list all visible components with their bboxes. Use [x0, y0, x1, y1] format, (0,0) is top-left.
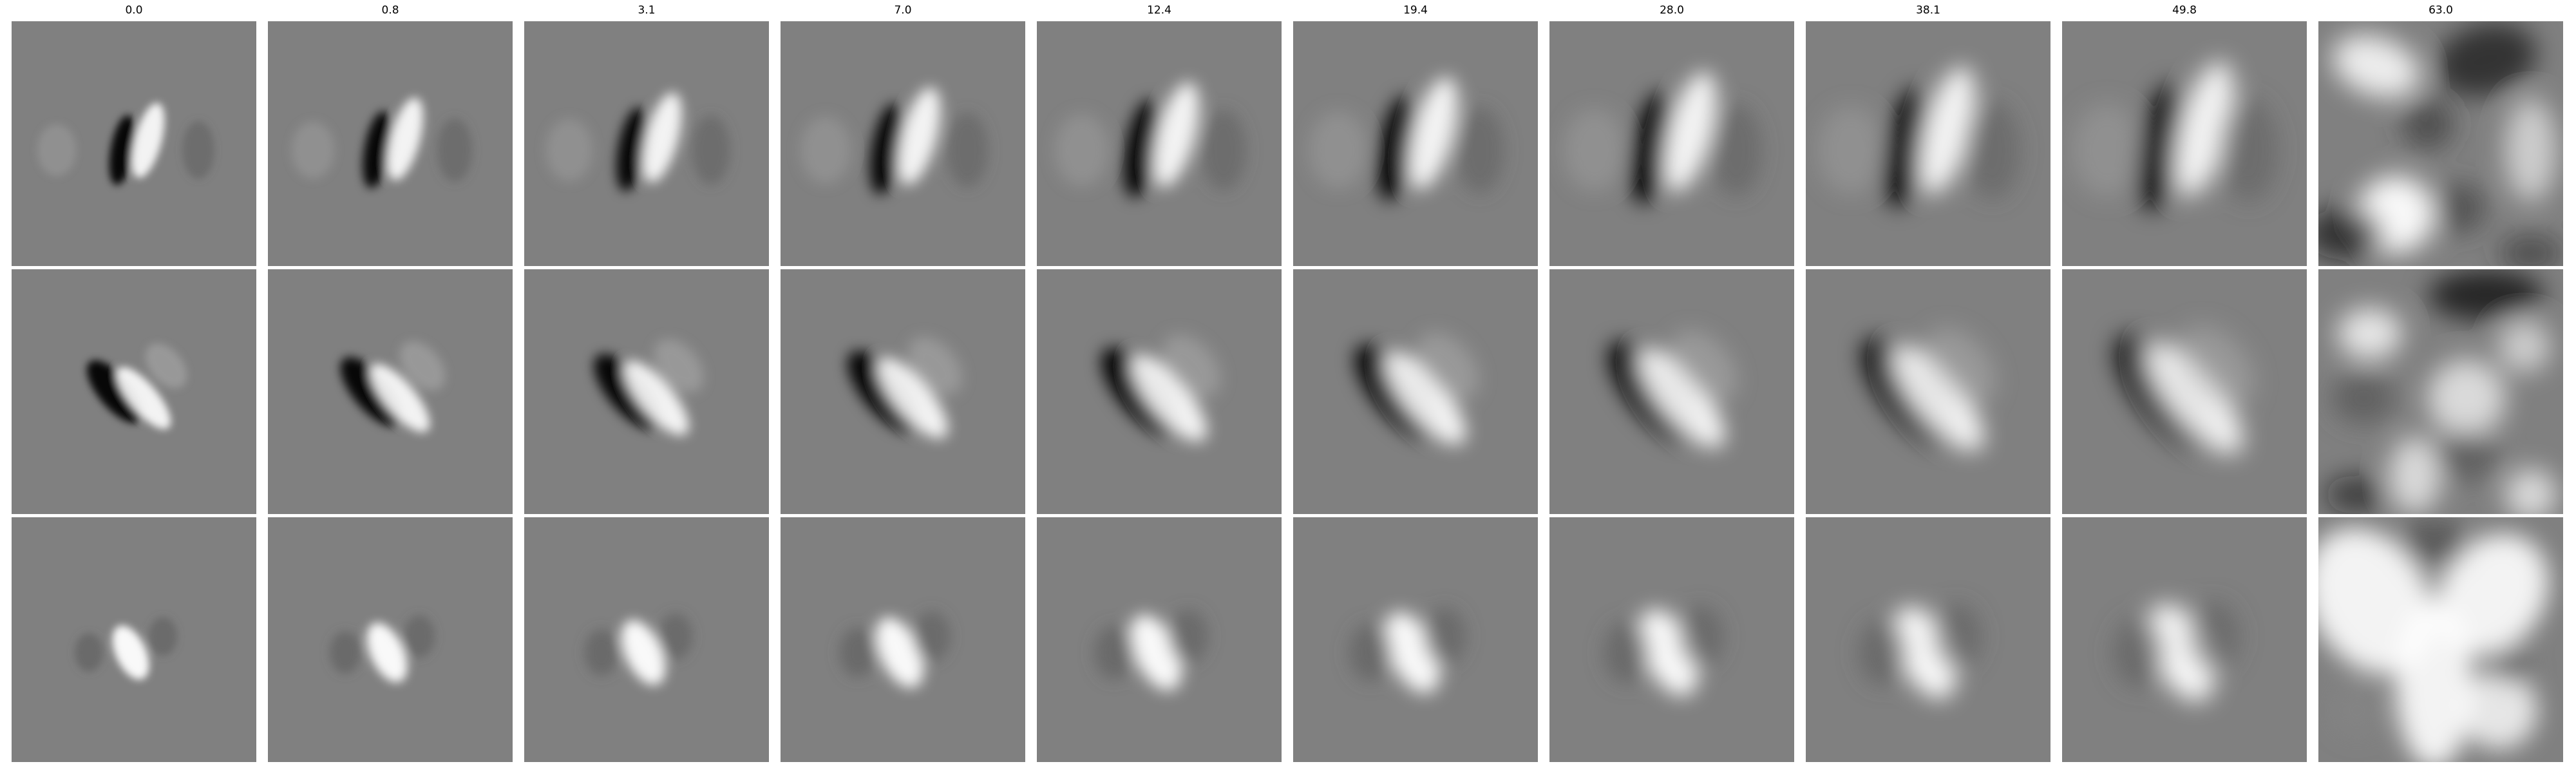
- filter-image-r2-c7: [1549, 269, 1794, 514]
- filter-image-r2-c9: [2062, 269, 2307, 514]
- filter-image-r1-c9: [2062, 21, 2307, 266]
- filter-image-r1-c8: [1806, 21, 2050, 266]
- filter-image-r1-c3: [524, 21, 769, 266]
- filter-image-r1-c7: [1549, 21, 1794, 266]
- filter-image-r2-c8: [1806, 269, 2050, 514]
- column-title: 19.4: [1293, 4, 1538, 17]
- filter-image-r2-c10: [2318, 269, 2563, 514]
- filter-image-r2-c1: [12, 269, 256, 514]
- filter-image-r3-c1: [12, 517, 256, 762]
- column-title: 0.0: [12, 4, 256, 17]
- column-title: 38.1: [1806, 4, 2050, 17]
- filter-image-r3-c3: [524, 517, 769, 762]
- filter-image-r2-c3: [524, 269, 769, 514]
- filter-image-r2-c2: [268, 269, 513, 514]
- filter-image-r3-c10: [2318, 517, 2563, 762]
- filter-image-r3-c9: [2062, 517, 2307, 762]
- filter-image-r3-c2: [268, 517, 513, 762]
- column-title: 7.0: [781, 4, 1025, 17]
- filter-image-r1-c2: [268, 21, 513, 266]
- filter-image-r1-c10: [2318, 21, 2563, 266]
- column-title: 12.4: [1037, 4, 1282, 17]
- filter-image-r3-c6: [1293, 517, 1538, 762]
- filter-image-r1-c1: [12, 21, 256, 266]
- filter-image-r1-c4: [781, 21, 1025, 266]
- filter-image-r2-c4: [781, 269, 1025, 514]
- filter-image-r2-c6: [1293, 269, 1538, 514]
- column-title: 28.0: [1549, 4, 1794, 17]
- filter-image-r3-c7: [1549, 517, 1794, 762]
- filter-image-r3-c8: [1806, 517, 2050, 762]
- column-title: 0.8: [268, 4, 513, 17]
- column-title: 49.8: [2062, 4, 2307, 17]
- filter-image-r3-c4: [781, 517, 1025, 762]
- column-title: 3.1: [524, 4, 769, 17]
- column-title: 63.0: [2318, 4, 2563, 17]
- filter-image-r1-c6: [1293, 21, 1538, 266]
- filter-image-r3-c5: [1037, 517, 1282, 762]
- filter-image-r1-c5: [1037, 21, 1282, 266]
- filter-image-r2-c5: [1037, 269, 1282, 514]
